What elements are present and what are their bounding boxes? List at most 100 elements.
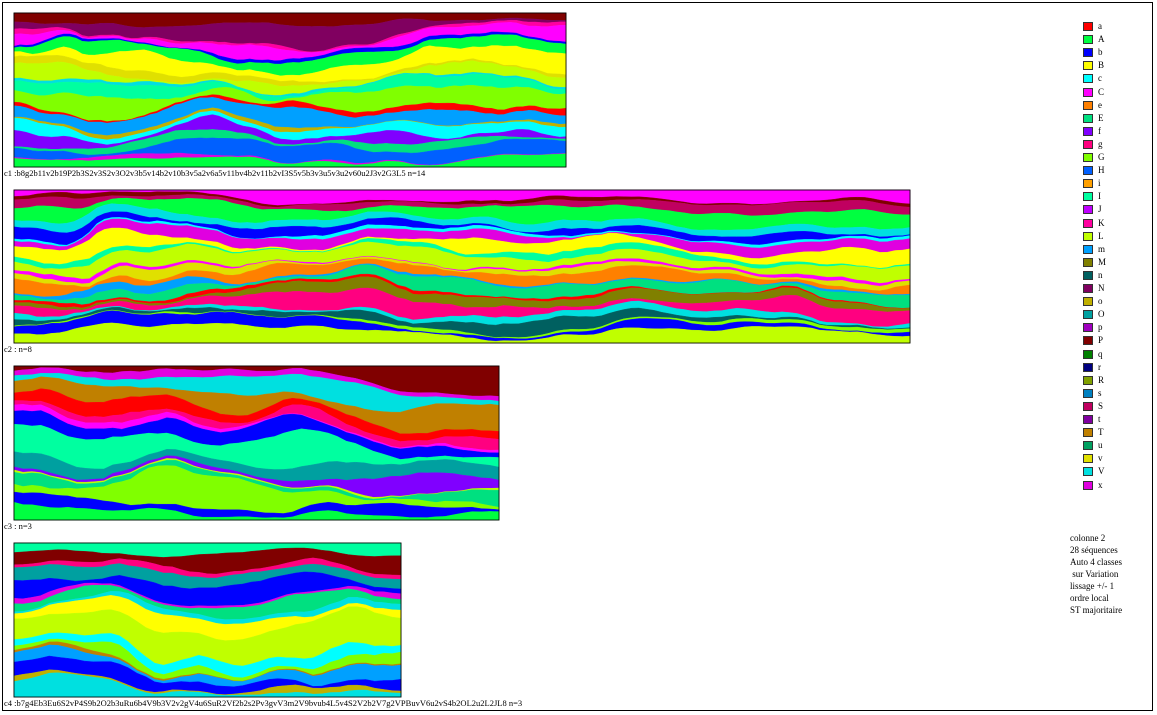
legend-label: E [1098, 112, 1104, 123]
legend-swatch [1083, 415, 1093, 424]
legend-label: n [1098, 269, 1103, 280]
legend-label: f [1098, 125, 1101, 136]
legend-label: b [1098, 47, 1103, 58]
legend-item-P: P [1083, 335, 1123, 346]
legend-item-G: G [1083, 152, 1123, 163]
legend-label: m [1098, 243, 1106, 254]
legend-item-n: n [1083, 269, 1123, 281]
legend-swatch [1083, 100, 1093, 110]
legend-item-L: L [1083, 230, 1123, 242]
legend-label: T [1098, 427, 1104, 438]
legend-swatch [1083, 467, 1093, 477]
legend-item-m: m [1083, 243, 1123, 255]
panel-3 [13, 365, 500, 521]
legend-item-S: S [1083, 400, 1123, 412]
legend-label: H [1098, 165, 1105, 176]
legend-swatch [1083, 401, 1093, 411]
legend-swatch [1083, 231, 1093, 241]
legend-swatch [1083, 297, 1093, 307]
legend-label: o [1098, 296, 1103, 307]
panel-border [13, 12, 567, 168]
legend-item-M: M [1083, 257, 1123, 268]
legend-swatch [1083, 61, 1093, 71]
legend-item-O: O [1083, 309, 1123, 320]
legend-swatch [1083, 48, 1093, 58]
legend-item-r: r [1083, 362, 1123, 373]
legend-swatch [1083, 428, 1093, 438]
legend-label: p [1098, 322, 1103, 333]
legend-label: S [1098, 400, 1104, 411]
legend-label: O [1098, 309, 1105, 320]
panel-border [13, 542, 402, 698]
legend-label: t [1098, 414, 1101, 424]
info-line: ST majoritaire [1070, 605, 1123, 615]
legend-item-E: E [1083, 112, 1123, 124]
legend-swatch [1083, 336, 1093, 346]
legend-swatch [1083, 349, 1093, 359]
stacked-area-panels [13, 12, 911, 698]
legend-label: a [1098, 21, 1102, 31]
legend-swatch [1083, 310, 1093, 320]
legend-swatch [1083, 192, 1093, 202]
legend-item-p: p [1083, 322, 1123, 333]
panel-caption-c3: c3 : n=3 [4, 521, 32, 531]
legend-item-T: T [1083, 427, 1123, 438]
info-line: 28 séquences [1070, 545, 1118, 555]
legend-label: R [1098, 374, 1105, 385]
legend-item-c: c [1083, 73, 1123, 84]
legend-label: C [1098, 86, 1105, 97]
legend-label: s [1098, 387, 1102, 398]
legend-item-N: N [1083, 283, 1123, 294]
info-line: Auto 4 classes [1070, 557, 1122, 567]
legend-item-B: B [1083, 60, 1123, 71]
legend-label: i [1098, 178, 1101, 189]
legend-item-f: f [1083, 125, 1123, 137]
panel-caption-c2: c2 : n=8 [4, 344, 32, 354]
info-line: sur Variation [1070, 569, 1119, 579]
legend-item-s: s [1083, 387, 1123, 399]
legend-item-J: J [1083, 204, 1123, 215]
legend-label: G [1098, 152, 1105, 162]
legend-item-q: q [1083, 349, 1123, 360]
legend-label: x [1098, 479, 1103, 490]
panel-border [13, 189, 911, 344]
legend-swatch [1083, 87, 1093, 97]
legend-label: A [1098, 34, 1105, 45]
panel-1 [13, 12, 567, 168]
legend-item-A: A [1083, 34, 1123, 45]
legend-item-u: u [1083, 440, 1123, 451]
legend-item-H: H [1083, 165, 1123, 176]
legend-item-I: I [1083, 191, 1123, 202]
legend-item-v: v [1083, 453, 1123, 464]
legend-swatch [1083, 153, 1093, 162]
legend-item-t: t [1083, 414, 1123, 425]
legend-label: V [1098, 466, 1105, 477]
legend-swatch [1083, 113, 1093, 123]
legend-swatch [1083, 375, 1093, 385]
legend-swatch [1083, 323, 1093, 333]
legend-label: L [1098, 230, 1104, 241]
legend-item-b: b [1083, 47, 1123, 58]
legend-swatch [1083, 270, 1093, 280]
legend-label: K [1098, 217, 1105, 228]
legend-item-C: C [1083, 86, 1123, 98]
legend-swatch [1083, 244, 1093, 254]
legend-item-x: x [1083, 479, 1123, 491]
info-line: lissage +/- 1 [1070, 581, 1115, 591]
legend-swatch [1083, 166, 1093, 176]
legend-label: P [1098, 335, 1104, 346]
legend-item-R: R [1083, 374, 1123, 386]
legend-swatch [1083, 126, 1093, 136]
panel-2 [13, 189, 911, 344]
legend-swatch [1083, 22, 1093, 31]
legend-swatch [1083, 454, 1093, 464]
info-line: colonne 2 [1070, 533, 1106, 543]
legend-swatch [1083, 74, 1093, 84]
legend-item-e: e [1083, 100, 1123, 111]
legend-label: J [1098, 204, 1102, 215]
legend-swatch [1083, 205, 1093, 215]
legend-swatch [1083, 139, 1093, 149]
legend-swatch [1083, 362, 1093, 372]
panel-caption-c4: c4 :b7g4Eb3Eu6S2vP4S9b2O2b3uRu6b4V9b3V2v… [4, 698, 523, 708]
